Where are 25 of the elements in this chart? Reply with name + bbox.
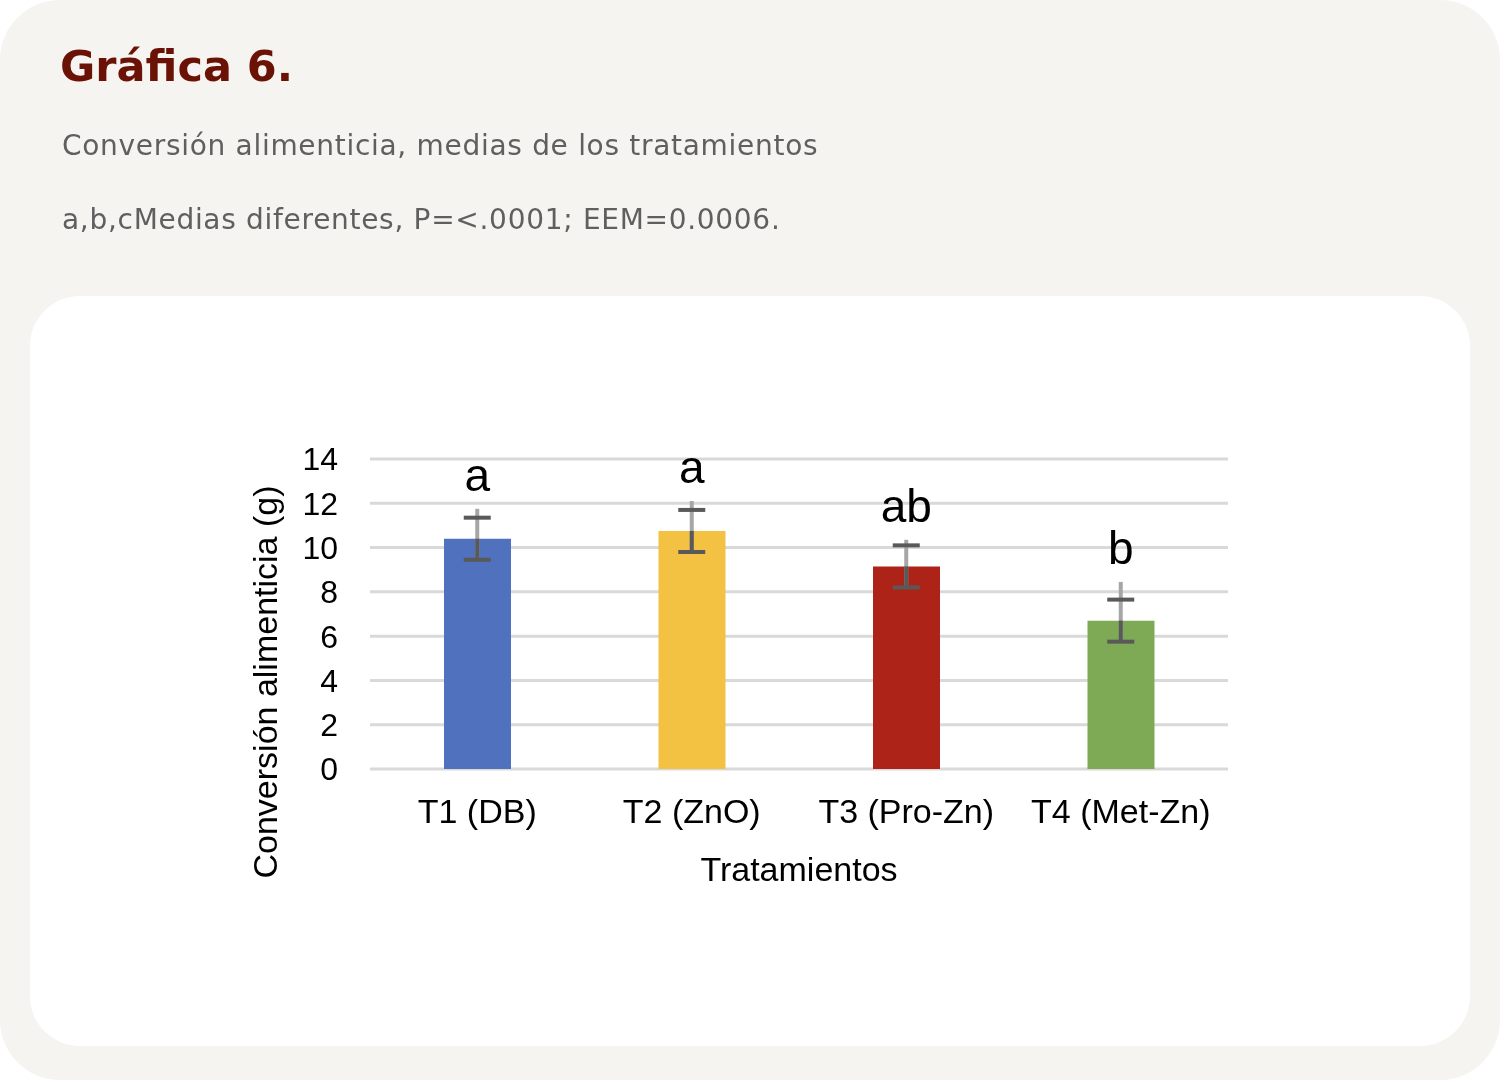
y-tick-label: 0	[320, 751, 338, 788]
chart-subtitle: Conversión alimenticia, medias de los tratamientos	[62, 128, 819, 164]
x-tick-label: T1 (DB)	[417, 792, 537, 831]
data-label: a	[464, 448, 491, 501]
y-tick-label: 12	[302, 485, 338, 522]
y-tick-label: 2	[320, 707, 338, 744]
y-tick-label: 8	[320, 574, 338, 611]
bar	[1087, 620, 1155, 769]
bar	[444, 538, 511, 769]
y-tick-label: 10	[302, 529, 338, 566]
data-label: ab	[880, 479, 932, 532]
x-tick-label: T3 (Pro-Zn)	[818, 792, 995, 831]
data-label: a	[678, 441, 705, 494]
bar	[873, 566, 940, 769]
x-tick-label: T4 (Met-Zn)	[1031, 792, 1211, 831]
chart-title: Gráfica 6.	[60, 40, 294, 93]
x-axis-title: Tratamientos	[700, 850, 898, 888]
text: a,b,cMedias diferentes, P=<.0001; EEM=0.0006.	[62, 202, 781, 238]
y-tick-label: 14	[302, 441, 338, 478]
bar	[658, 530, 726, 769]
y-tick-label: 6	[320, 618, 338, 655]
y-axis-title: Conversión alimenticia (g)	[246, 485, 284, 879]
x-tick-label: T2 (ZnO)	[622, 792, 761, 831]
y-tick-label: 4	[320, 662, 338, 699]
data-label: b	[1107, 521, 1134, 574]
